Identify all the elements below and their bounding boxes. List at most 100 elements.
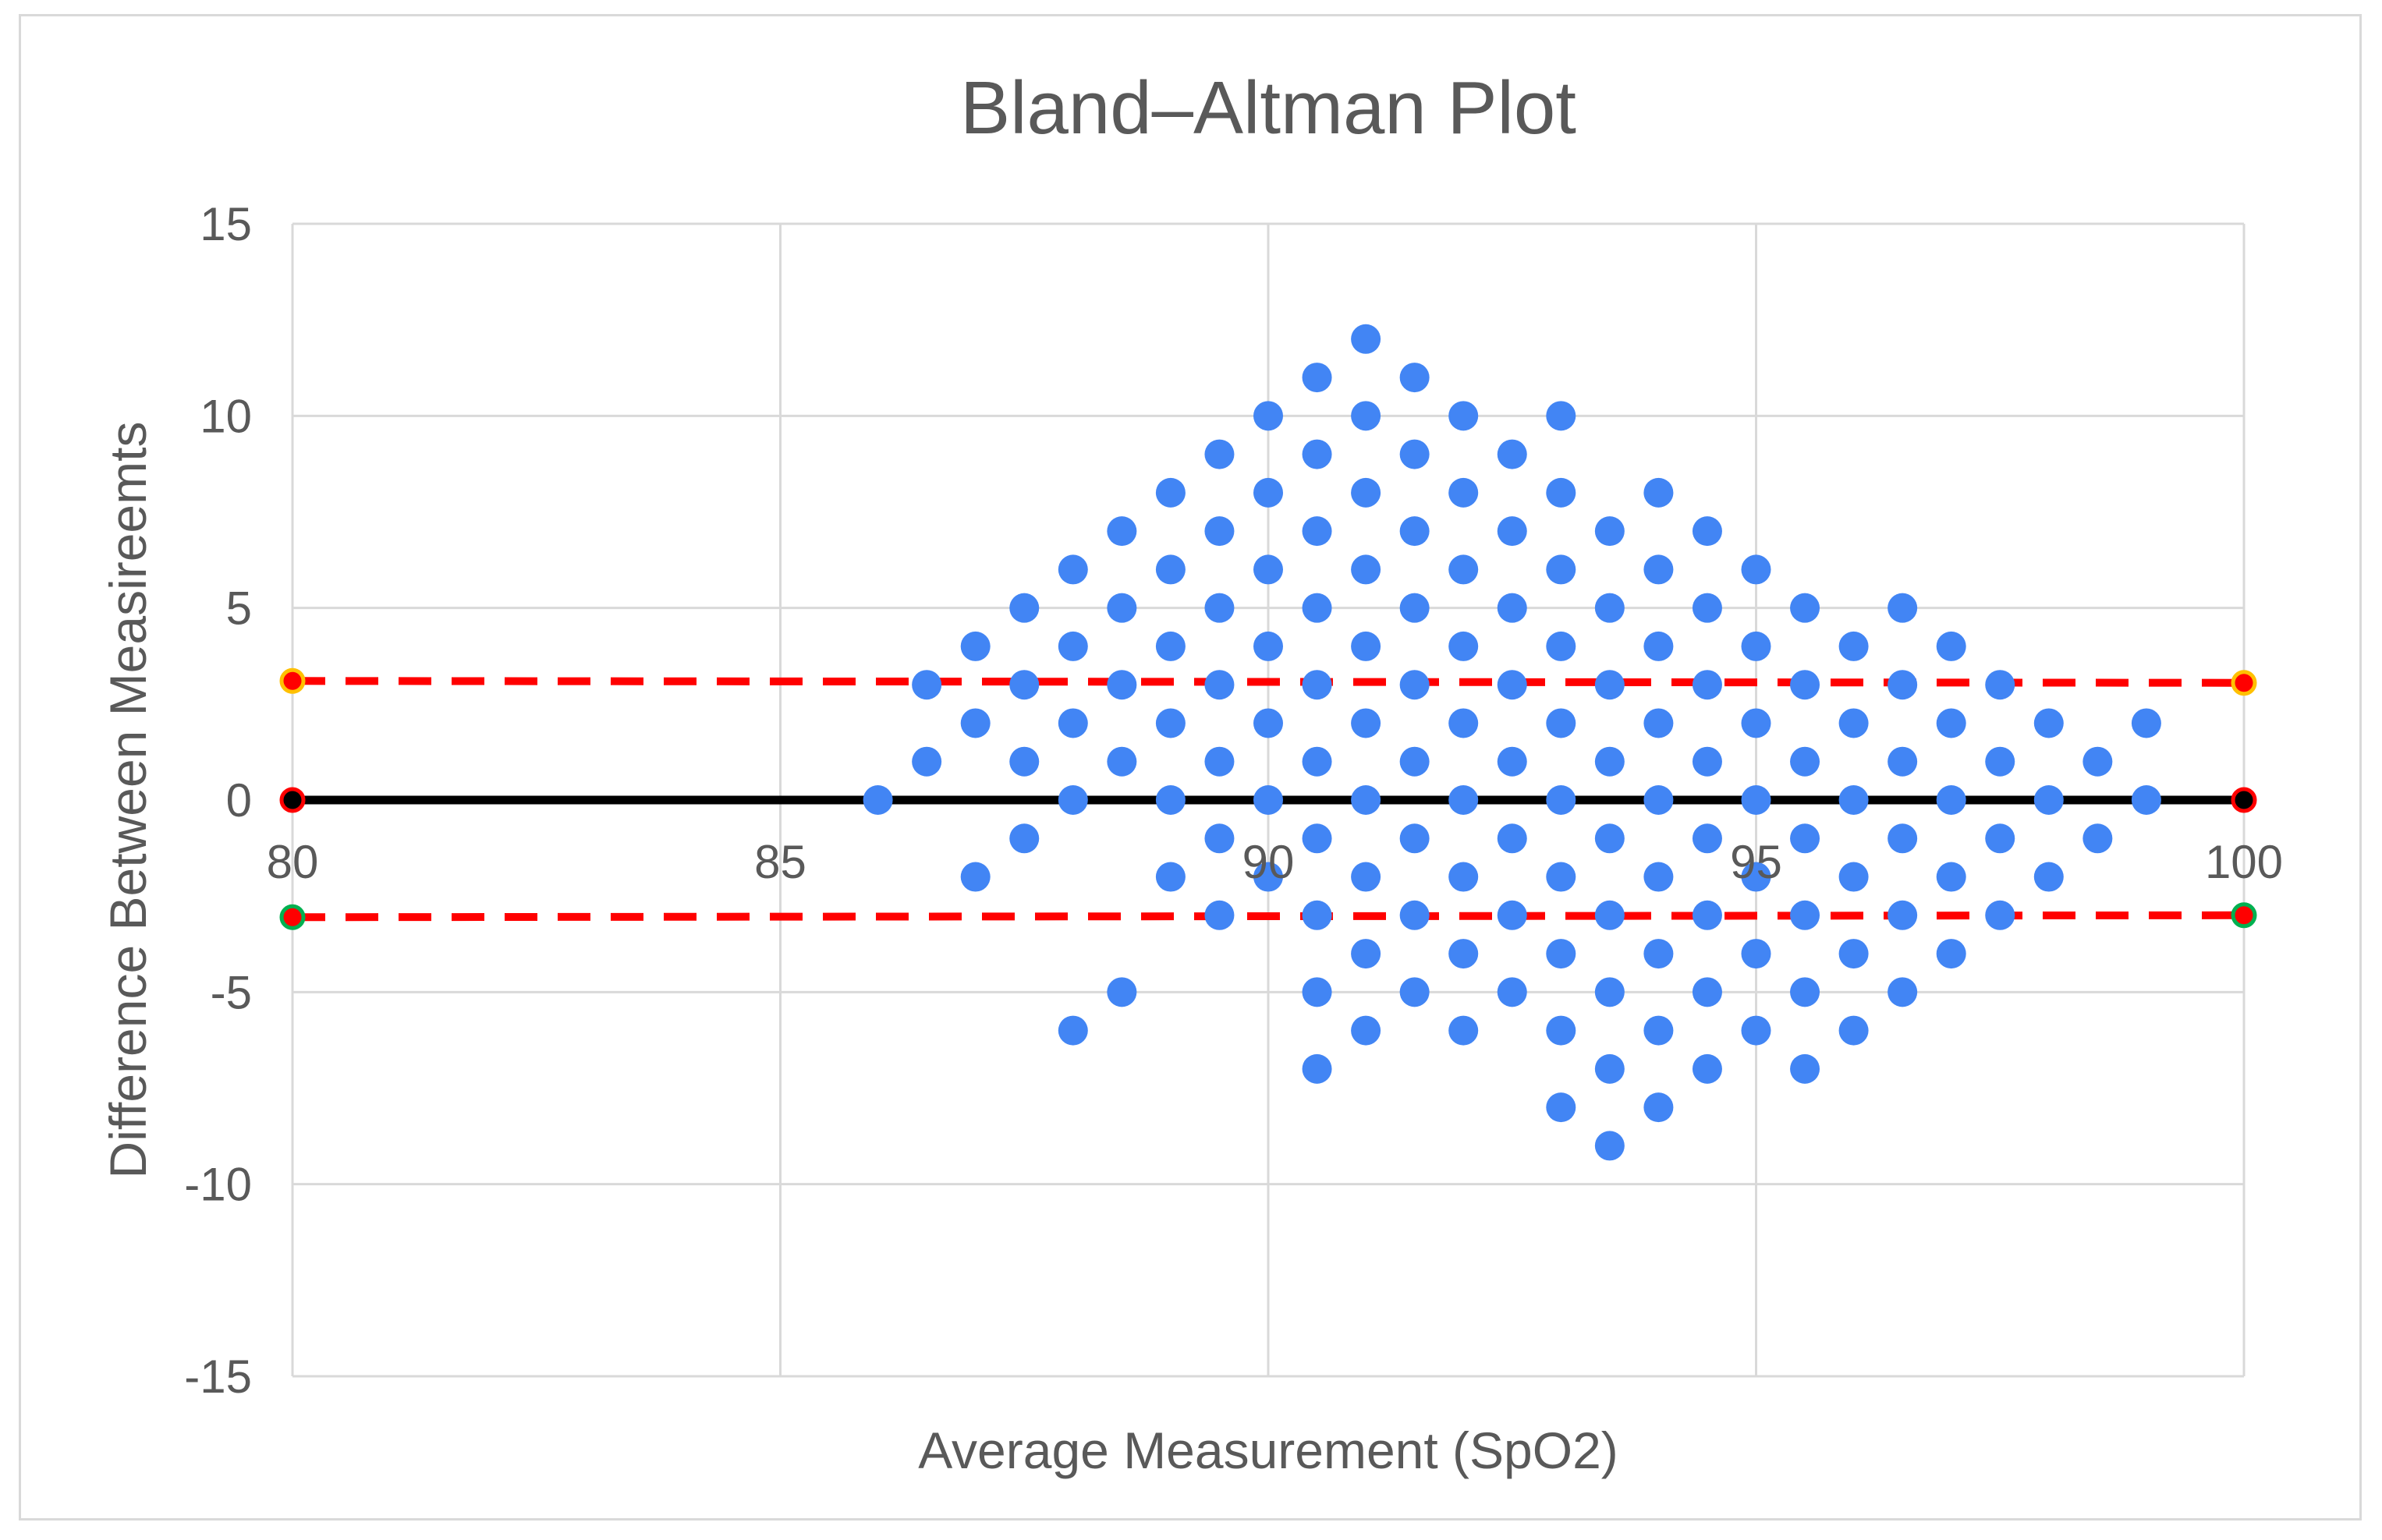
reference-markers xyxy=(279,667,2257,930)
mean-line-marker xyxy=(279,787,306,813)
data-point xyxy=(1594,1053,1625,1084)
data-point xyxy=(912,746,942,777)
x-tick-label: 100 xyxy=(2205,836,2283,888)
data-point xyxy=(1546,708,1576,738)
data-point xyxy=(1448,401,1479,431)
data-point xyxy=(1594,516,1625,547)
data-point xyxy=(1594,746,1625,777)
data-point xyxy=(1107,746,1137,777)
data-point xyxy=(1692,1053,1722,1084)
data-point xyxy=(1351,554,1381,585)
data-point xyxy=(1790,670,1820,700)
data-points xyxy=(863,324,2161,1161)
data-point xyxy=(1497,900,1527,930)
data-point xyxy=(1204,670,1235,700)
data-point xyxy=(2033,862,2064,892)
data-point xyxy=(1741,631,1771,661)
x-tick-label: 80 xyxy=(267,836,319,888)
data-point xyxy=(1253,785,1283,815)
data-point xyxy=(1058,631,1088,661)
data-point xyxy=(1985,900,2015,930)
data-point xyxy=(1594,1131,1625,1161)
data-point xyxy=(1351,401,1381,431)
data-point xyxy=(1692,900,1722,930)
data-point xyxy=(1302,977,1332,1007)
data-point xyxy=(1253,401,1283,431)
data-point xyxy=(1692,593,1722,623)
mean-line-marker xyxy=(2231,787,2257,813)
y-tick-label: 0 xyxy=(226,774,252,827)
data-point xyxy=(2131,708,2161,738)
data-point xyxy=(1351,631,1381,661)
data-point xyxy=(1888,746,1918,777)
lower-limit-marker xyxy=(279,904,306,930)
data-point xyxy=(1204,823,1235,854)
data-point xyxy=(1448,785,1479,815)
data-point xyxy=(1546,1092,1576,1123)
data-point xyxy=(1302,900,1332,930)
y-tick-label: 15 xyxy=(200,198,252,250)
x-tick-label: 95 xyxy=(1730,836,1782,888)
data-point xyxy=(863,785,893,815)
data-point xyxy=(1936,939,1966,969)
data-point xyxy=(1302,670,1332,700)
bland-altman-chart: Bland–Altman Plot -15 -10 -5 0 5 10 15 80 85 90 95… xyxy=(99,66,2283,1479)
x-axis-title: Average Measurement (SpO2) xyxy=(918,1421,1618,1479)
data-point xyxy=(1790,746,1820,777)
data-point xyxy=(1155,785,1186,815)
data-point xyxy=(1985,670,2015,700)
tick-labels: -15 -10 -5 0 5 10 15 80 85 90 95 100 xyxy=(184,198,2283,1403)
data-point xyxy=(1985,823,2015,854)
data-point xyxy=(1741,939,1771,969)
data-point xyxy=(1546,939,1576,969)
data-point xyxy=(1399,670,1430,700)
data-point xyxy=(1838,939,1869,969)
data-point xyxy=(1058,785,1088,815)
data-point xyxy=(1546,401,1576,431)
data-point xyxy=(1399,593,1430,623)
data-point xyxy=(1888,977,1918,1007)
data-point xyxy=(1497,439,1527,469)
data-point xyxy=(1594,593,1625,623)
data-point xyxy=(1448,939,1479,969)
data-point xyxy=(1107,516,1137,547)
data-point xyxy=(1448,1015,1479,1046)
data-point xyxy=(1692,823,1722,854)
data-point xyxy=(1448,708,1479,738)
data-point xyxy=(1692,516,1722,547)
data-point xyxy=(1643,862,1674,892)
data-point xyxy=(1155,554,1186,585)
data-point xyxy=(912,670,942,700)
data-point xyxy=(1351,1015,1381,1046)
data-point xyxy=(1009,823,1040,854)
data-point xyxy=(1888,670,1918,700)
data-point xyxy=(1155,708,1186,738)
data-point xyxy=(1546,785,1576,815)
data-point xyxy=(1302,363,1332,393)
data-point xyxy=(1643,1015,1674,1046)
data-point xyxy=(1546,631,1576,661)
data-point xyxy=(1741,785,1771,815)
data-point xyxy=(1302,516,1332,547)
y-tick-label: 10 xyxy=(200,390,252,442)
data-point xyxy=(1838,708,1869,738)
data-point xyxy=(1448,862,1479,892)
data-point xyxy=(1351,477,1381,508)
y-axis-title: Difference Between Measireemts xyxy=(99,422,157,1179)
data-point xyxy=(1838,862,1869,892)
data-point xyxy=(1790,900,1820,930)
data-point xyxy=(1399,746,1430,777)
y-tick-label: -5 xyxy=(211,966,252,1018)
data-point xyxy=(1594,823,1625,854)
x-tick-label: 90 xyxy=(1242,836,1295,888)
x-tick-label: 85 xyxy=(754,836,806,888)
data-point xyxy=(1399,900,1430,930)
data-point xyxy=(960,708,991,738)
data-point xyxy=(1692,670,1722,700)
data-point xyxy=(1204,746,1235,777)
y-tick-label: -15 xyxy=(184,1351,252,1403)
data-point xyxy=(1692,746,1722,777)
data-point xyxy=(1351,939,1381,969)
data-point xyxy=(1594,670,1625,700)
data-point xyxy=(1058,1015,1088,1046)
